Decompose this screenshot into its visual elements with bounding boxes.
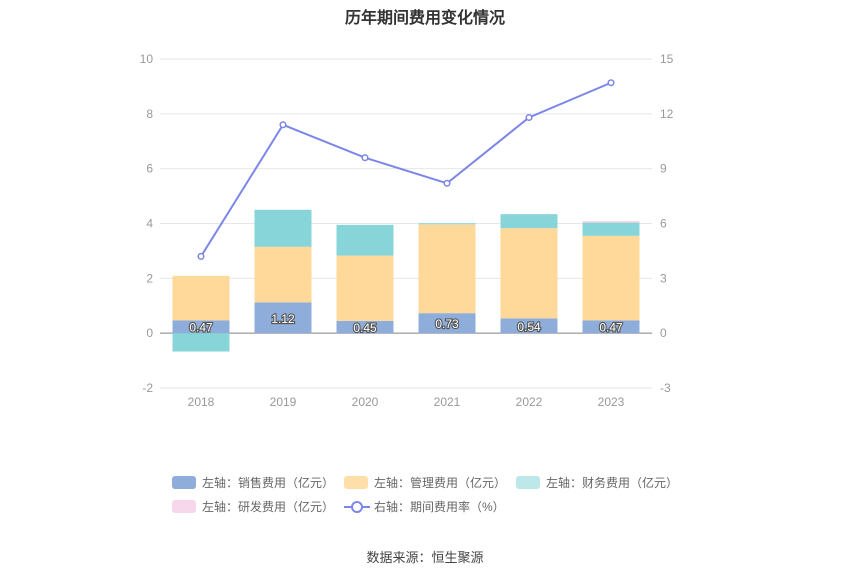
bar-segment-admin bbox=[582, 235, 640, 321]
y-left-tick-label: -2 bbox=[142, 381, 153, 395]
rate-point bbox=[607, 79, 615, 87]
legend-label-rate: 右轴：期间费用率（%） bbox=[374, 500, 505, 514]
legend-swatch-rd bbox=[172, 500, 196, 513]
legend-swatch-sales bbox=[172, 476, 196, 489]
y-left-tick-label: 8 bbox=[146, 107, 153, 121]
legend-label-finance: 左轴：财务费用（亿元） bbox=[546, 476, 679, 490]
y-right-tick-label: 6 bbox=[660, 217, 667, 231]
y-left-tick-label: 4 bbox=[146, 217, 153, 231]
data-label-sales: 0.54 bbox=[517, 320, 541, 334]
rate-point bbox=[443, 179, 451, 187]
x-tick-label: 2022 bbox=[516, 395, 543, 409]
y-right-tick-label: 15 bbox=[660, 52, 674, 66]
data-label-sales: 1.12 bbox=[271, 312, 295, 326]
x-tick-label: 2018 bbox=[188, 395, 215, 409]
legend-item-finance[interactable]: 左轴：财务费用（亿元） bbox=[516, 474, 678, 491]
x-tick-label: 2021 bbox=[434, 395, 461, 409]
data-label-sales: 0.73 bbox=[435, 317, 459, 331]
data-label-sales: 0.47 bbox=[189, 321, 213, 335]
y-right-tick-label: 0 bbox=[660, 326, 667, 340]
bar-segment-admin bbox=[336, 255, 394, 321]
bar-segment-finance bbox=[336, 224, 394, 256]
bar-segment-sales bbox=[500, 318, 558, 334]
rate-point bbox=[279, 121, 287, 129]
y-left-tick-label: 2 bbox=[146, 271, 153, 285]
bar-segment-admin bbox=[418, 224, 476, 314]
bar-segment-finance bbox=[172, 333, 230, 352]
bar-segment-admin bbox=[500, 228, 558, 319]
bar-segment-sales bbox=[172, 320, 230, 334]
legend-label-admin: 左轴：管理费用（亿元） bbox=[374, 476, 507, 490]
legend-line-marker-icon bbox=[344, 500, 370, 514]
x-tick-label: 2019 bbox=[270, 395, 297, 409]
bar-segment-sales bbox=[254, 302, 312, 334]
legend-item-rd[interactable]: 左轴：研发费用（亿元） bbox=[172, 498, 334, 515]
y-left-tick-label: 10 bbox=[140, 52, 154, 66]
bar-segment-rd bbox=[582, 221, 640, 223]
chart-title: 历年期间费用变化情况 bbox=[344, 10, 505, 27]
y-left-tick-label: 6 bbox=[146, 162, 153, 176]
bar-segment-finance bbox=[254, 209, 312, 247]
bar-segment-finance bbox=[418, 223, 476, 225]
bar-segment-sales bbox=[336, 320, 394, 334]
legend-label-sales: 左轴：销售费用（亿元） bbox=[202, 476, 335, 490]
bar-segment-admin bbox=[254, 246, 312, 303]
bar-segment-finance bbox=[500, 214, 558, 229]
legend-item-sales[interactable]: 左轴：销售费用（亿元） bbox=[172, 474, 334, 491]
y-right-tick-label: -3 bbox=[660, 381, 671, 395]
source-note: 数据来源：恒生聚源 bbox=[366, 550, 484, 565]
rate-line bbox=[200, 81, 612, 257]
legend-label-rd: 左轴：研发费用（亿元） bbox=[202, 500, 335, 514]
legend-item-admin[interactable]: 左轴：管理费用（亿元） bbox=[344, 474, 506, 491]
rate-point bbox=[525, 113, 533, 122]
y-left-tick-label: 0 bbox=[146, 326, 153, 340]
data-label-sales: 0.47 bbox=[599, 321, 623, 335]
y-right-tick-label: 12 bbox=[660, 107, 674, 121]
y-right-tick-label: 3 bbox=[660, 271, 667, 285]
bar-segment-admin bbox=[172, 275, 230, 321]
bar-segment-sales bbox=[418, 313, 476, 334]
x-tick-label: 2020 bbox=[352, 395, 379, 409]
legend-swatch-finance bbox=[516, 476, 540, 489]
x-tick-label: 2023 bbox=[598, 395, 625, 409]
legend-item-rate[interactable]: 右轴：期间费用率（%） bbox=[344, 498, 505, 515]
bar-segment-finance bbox=[582, 222, 640, 236]
rate-point bbox=[197, 252, 205, 260]
rate-point bbox=[361, 154, 369, 162]
data-label-sales: 0.45 bbox=[353, 321, 377, 335]
y-right-tick-label: 9 bbox=[660, 162, 667, 176]
bar-segment-sales bbox=[582, 320, 640, 334]
legend-swatch-admin bbox=[344, 476, 368, 489]
